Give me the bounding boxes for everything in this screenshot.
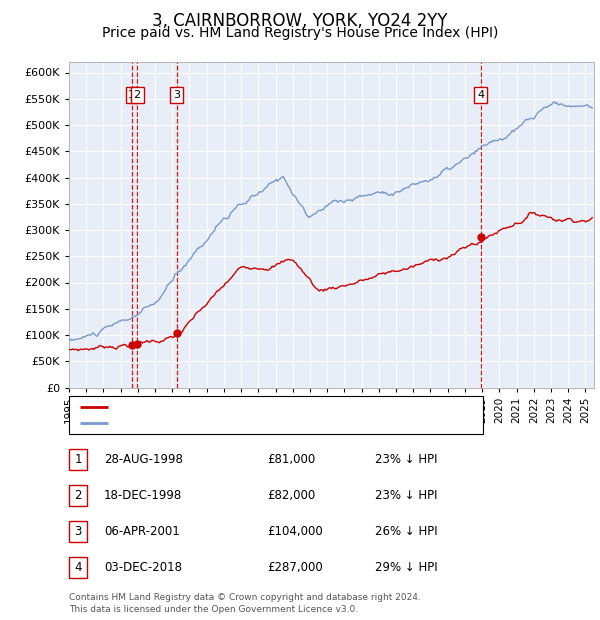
Text: 3, CAIRNBORROW, YORK, YO24 2YY (detached house): 3, CAIRNBORROW, YORK, YO24 2YY (detached… bbox=[114, 402, 407, 412]
Text: 23% ↓ HPI: 23% ↓ HPI bbox=[375, 453, 437, 466]
Text: 2: 2 bbox=[74, 489, 82, 502]
Text: 06-APR-2001: 06-APR-2001 bbox=[104, 525, 179, 538]
Text: HPI: Average price, detached house, York: HPI: Average price, detached house, York bbox=[114, 418, 339, 428]
Text: 4: 4 bbox=[74, 561, 82, 574]
Text: £81,000: £81,000 bbox=[267, 453, 315, 466]
Text: 29% ↓ HPI: 29% ↓ HPI bbox=[375, 561, 437, 574]
Text: £104,000: £104,000 bbox=[267, 525, 323, 538]
Text: £82,000: £82,000 bbox=[267, 489, 315, 502]
Text: 18-DEC-1998: 18-DEC-1998 bbox=[104, 489, 182, 502]
Text: 23% ↓ HPI: 23% ↓ HPI bbox=[375, 489, 437, 502]
Text: 3: 3 bbox=[173, 90, 180, 100]
Text: 26% ↓ HPI: 26% ↓ HPI bbox=[375, 525, 437, 538]
Text: 03-DEC-2018: 03-DEC-2018 bbox=[104, 561, 182, 574]
Text: 2: 2 bbox=[134, 90, 141, 100]
Text: 3, CAIRNBORROW, YORK, YO24 2YY: 3, CAIRNBORROW, YORK, YO24 2YY bbox=[152, 12, 448, 30]
Text: 3: 3 bbox=[74, 525, 82, 538]
Text: Contains HM Land Registry data © Crown copyright and database right 2024.
This d: Contains HM Land Registry data © Crown c… bbox=[69, 593, 421, 614]
Text: £287,000: £287,000 bbox=[267, 561, 323, 574]
Text: 1: 1 bbox=[74, 453, 82, 466]
Text: 1: 1 bbox=[128, 90, 136, 100]
Text: Price paid vs. HM Land Registry's House Price Index (HPI): Price paid vs. HM Land Registry's House … bbox=[102, 26, 498, 40]
Text: 28-AUG-1998: 28-AUG-1998 bbox=[104, 453, 182, 466]
Text: 4: 4 bbox=[477, 90, 484, 100]
